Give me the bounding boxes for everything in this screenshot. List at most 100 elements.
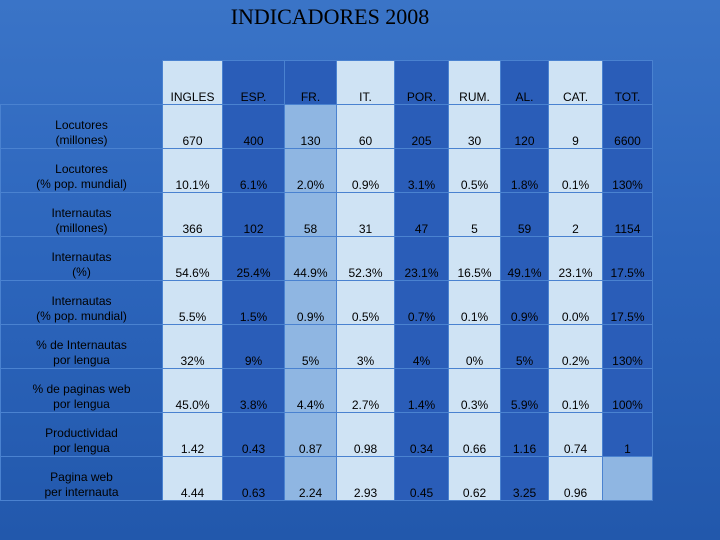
table-cell: 47 [394, 192, 449, 237]
row-label: Internautas (% pop. mundial) [0, 280, 163, 325]
row-label: Internautas (%) [0, 236, 163, 281]
row-label-line: Internautas [51, 294, 112, 308]
row-label: Pagina web per internauta [0, 456, 163, 501]
table-cell: 9 [548, 104, 603, 149]
table-cell: 0.9% [500, 280, 549, 325]
table-cell: 670 [162, 104, 223, 149]
table-cell: 3% [336, 324, 395, 369]
table-cell: 17.5% [602, 280, 653, 325]
row-label-line: Internautas [51, 250, 112, 264]
table-cell: 1.5% [222, 280, 285, 325]
table-cell: 5.5% [162, 280, 223, 325]
table-cell: 366 [162, 192, 223, 237]
row-label-line: Locutores [55, 162, 108, 176]
table-cell: 59 [500, 192, 549, 237]
table-cell: 400 [222, 104, 285, 149]
table-cell: 2.0% [284, 148, 337, 193]
column-header: INGLES [162, 60, 223, 105]
table-cell: 5% [284, 324, 337, 369]
table-cell [602, 456, 653, 501]
table-cell: 1 [602, 412, 653, 457]
row-label-line: (% pop. mundial) [36, 309, 127, 323]
table-cell: 4% [394, 324, 449, 369]
table-cell: 49.1% [500, 236, 549, 281]
table-cell: 0.5% [448, 148, 501, 193]
table-cell: 32% [162, 324, 223, 369]
table-cell: 130 [284, 104, 337, 149]
table-cell: 0.87 [284, 412, 337, 457]
table-cell: 102 [222, 192, 285, 237]
row-label-line: % de paginas web [32, 382, 131, 396]
row-label-line: % de Internautas [36, 338, 127, 352]
table-cell: 0.96 [548, 456, 603, 501]
table-cell: 0.43 [222, 412, 285, 457]
table-row: Internautas (% pop. mundial) 5.5% 1.5% 0.9% 0… [0, 280, 653, 325]
table-cell: 23.1% [548, 236, 603, 281]
row-label-line: por lengua [53, 441, 110, 455]
table-cell: 0.1% [548, 368, 603, 413]
table-cell: 5.9% [500, 368, 549, 413]
row-label-line: Locutores [55, 118, 108, 132]
table-cell: 25.4% [222, 236, 285, 281]
table-cell: 0.98 [336, 412, 395, 457]
table-row: Productividad por lengua 1.42 0.43 0.87 0.98 0… [0, 412, 653, 457]
table-cell: 0.5% [336, 280, 395, 325]
table-cell: 1.4% [394, 368, 449, 413]
table-cell: 45.0% [162, 368, 223, 413]
table-row: Locutores (% pop. mundial) 10.1% 6.1% 2.0% 0.… [0, 148, 653, 193]
table-cell: 0.66 [448, 412, 501, 457]
table-cell: 0.3% [448, 368, 501, 413]
table-cell: 205 [394, 104, 449, 149]
table-cell: 1.8% [500, 148, 549, 193]
row-label-line: Pagina web [50, 470, 113, 484]
table-cell: 1.16 [500, 412, 549, 457]
table-cell: 0.34 [394, 412, 449, 457]
table-cell: 3.8% [222, 368, 285, 413]
table-cell: 0.1% [548, 148, 603, 193]
row-label-line: Productividad [45, 426, 118, 440]
table-cell: 0.0% [548, 280, 603, 325]
table-cell: 0.62 [448, 456, 501, 501]
table-cell: 54.6% [162, 236, 223, 281]
table-cell: 31 [336, 192, 395, 237]
table-cell: 1154 [602, 192, 653, 237]
table-cell: 9% [222, 324, 285, 369]
table-cell: 0% [448, 324, 501, 369]
column-header: CAT. [548, 60, 603, 105]
row-label-line: (millones) [55, 133, 108, 147]
table-cell: 0.45 [394, 456, 449, 501]
column-header: IT. [336, 60, 395, 105]
page-title: INDICADORES 2008 [230, 4, 430, 29]
row-label-line: (% pop. mundial) [36, 177, 127, 191]
table-cell: 58 [284, 192, 337, 237]
table-cell: 2.24 [284, 456, 337, 501]
table-cell: 6.1% [222, 148, 285, 193]
row-label-line: per internauta [44, 485, 119, 499]
table-cell: 2 [548, 192, 603, 237]
table-cell: 16.5% [448, 236, 501, 281]
table-cell: 6600 [602, 104, 653, 149]
table-cell: 2.93 [336, 456, 395, 501]
table-cell: 4.44 [162, 456, 223, 501]
corner-cell [1, 61, 163, 105]
row-label: % de paginas web por lengua [0, 368, 163, 413]
table-cell: 30 [448, 104, 501, 149]
table-row: % de paginas web por lengua 45.0% 3.8% 4.4% 2… [0, 368, 653, 413]
table-row: Locutores (millones) 670 400 130 60 205 30 120 9 6… [0, 104, 653, 149]
table-cell: 0.2% [548, 324, 603, 369]
column-header: TOT. [602, 60, 653, 105]
row-label-line: por lengua [53, 397, 110, 411]
column-header: POR. [394, 60, 449, 105]
table-cell: 5 [448, 192, 501, 237]
column-header: ESP. [222, 60, 285, 105]
table-cell: 4.4% [284, 368, 337, 413]
row-label: Locutores (% pop. mundial) [0, 148, 163, 193]
table-cell: 100% [602, 368, 653, 413]
table-cell: 0.9% [336, 148, 395, 193]
indicators-table: INGLES ESP. FR. IT. POR. RUM. AL. CAT. T… [0, 60, 653, 501]
table-row: % de Internautas por lengua 32% 9% 5% 3% 4% 0% 5… [0, 324, 653, 369]
table-cell: 3.25 [500, 456, 549, 501]
header-row: INGLES ESP. FR. IT. POR. RUM. AL. CAT. T… [1, 60, 653, 105]
table-row: Internautas (millones) 366 102 58 31 47 5 59 2 115… [0, 192, 653, 237]
table-cell: 130% [602, 148, 653, 193]
